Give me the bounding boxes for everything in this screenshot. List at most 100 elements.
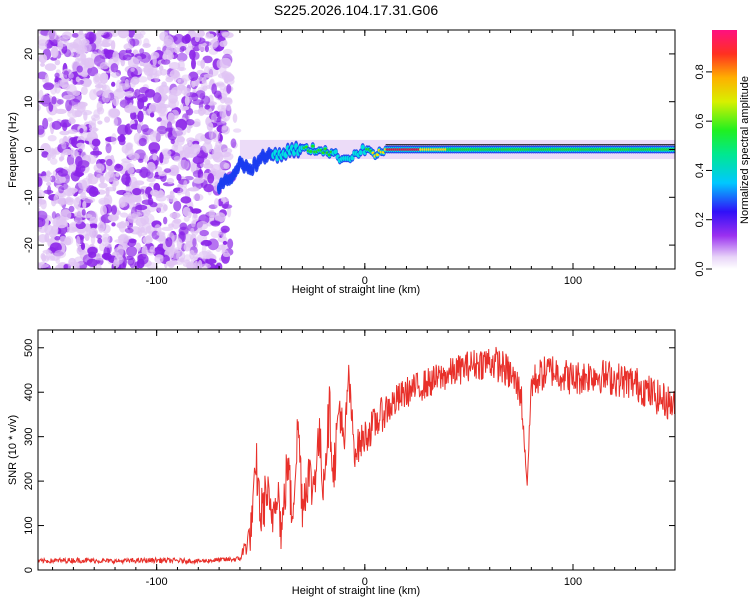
heatmap-noise-blob [183, 216, 190, 222]
heatmap-noise-blob [187, 141, 192, 147]
heatmap-noise-blob [222, 252, 231, 257]
heatmap-noise-blob [232, 113, 238, 123]
x-tick-label: 0 [362, 275, 368, 287]
heatmap-noise-blob [190, 208, 202, 214]
heatmap-noise-blob [115, 79, 122, 91]
spectrogram-x-ticks: -100 0 100 [52, 30, 657, 287]
heatmap-ridge-core [236, 166, 240, 170]
heatmap-noise-blob [149, 245, 156, 253]
heatmap-noise-blob [176, 250, 186, 262]
heatmap-noise-blob [207, 238, 219, 251]
heatmap-noise-blob [127, 56, 140, 69]
heatmap-noise-blob [75, 76, 81, 83]
heatmap-noise-blob [169, 212, 181, 219]
heatmap-noise-blob [161, 81, 167, 88]
heatmap-noise-blob [148, 103, 160, 112]
heatmap-noise-blob [225, 104, 232, 112]
heatmap-noise-blob [176, 173, 182, 181]
heatmap-noise-blob [154, 254, 164, 264]
heatmap-noise-blob [204, 104, 211, 110]
heatmap-noise-blob [196, 234, 204, 243]
heatmap-noise-blob [101, 252, 110, 260]
heatmap-noise-blob [141, 124, 149, 133]
heatmap-noise-blob [87, 66, 99, 77]
colorbar-tick-label: 0.8 [694, 64, 706, 79]
heatmap-ridge-core [333, 150, 338, 154]
heatmap-noise-blob [143, 154, 149, 163]
heatmap-noise-blob [195, 90, 206, 98]
heatmap-noise-blob [63, 264, 69, 269]
heatmap-noise-blob [113, 254, 124, 265]
heatmap-noise-blob [38, 189, 46, 200]
heatmap-noise-blob [67, 129, 78, 134]
heatmap-noise-blob [96, 173, 103, 180]
heatmap-noise-blob [206, 121, 214, 131]
heatmap-noise-blob [76, 65, 83, 73]
heatmap-noise-blob [223, 162, 230, 170]
heatmap-noise-blob [38, 263, 49, 269]
heatmap-noise-blob [97, 120, 103, 125]
heatmap-ridge-core [308, 150, 313, 153]
heatmap-noise-blob [176, 136, 185, 143]
heatmap-noise-blob [192, 170, 204, 178]
heatmap-ridge-core [358, 151, 363, 154]
heatmap-noise-blob [90, 150, 103, 156]
heatmap-noise-blob [182, 106, 190, 111]
heatmap-noise-blob [162, 149, 172, 157]
heatmap-ridge-core [283, 153, 288, 157]
heatmap-noise-blob [87, 153, 97, 165]
heatmap-noise-blob [219, 107, 226, 119]
heatmap-noise-blob [208, 209, 215, 218]
heatmap-noise-blob [59, 130, 70, 136]
heatmap-noise-blob [44, 255, 50, 262]
heatmap-noise-blob [117, 30, 130, 39]
heatmap-noise-blob [179, 186, 188, 195]
heatmap-noise-blob [142, 62, 152, 68]
heatmap-noise-blob [90, 223, 97, 228]
heatmap-noise-blob [115, 172, 120, 177]
heatmap-noise-blob [64, 235, 74, 246]
heatmap-noise-blob [127, 258, 135, 266]
heatmap-noise-blob [192, 140, 200, 146]
heatmap-noise-blob [83, 196, 96, 204]
y-tick-label: -10 [23, 189, 35, 205]
heatmap-ridge-core [375, 153, 380, 157]
heatmap-noise-blob [99, 158, 106, 164]
heatmap-ridge-core [350, 156, 355, 160]
snr-plot-area [38, 330, 675, 570]
heatmap-noise-blob [144, 88, 156, 98]
heatmap-noise-blob [173, 200, 182, 212]
heatmap-noise-blob [173, 155, 181, 162]
heatmap-noise-blob [211, 112, 218, 123]
heatmap-noise-blob [80, 52, 87, 62]
heatmap-noise-blob [182, 206, 191, 217]
heatmap-noise-blob [162, 53, 167, 60]
colorbar-tick-label: 0.6 [694, 114, 706, 129]
heatmap-noise-blob [189, 49, 196, 60]
heatmap-noise-blob [96, 101, 103, 112]
heatmap-noise-blob [172, 165, 178, 173]
heatmap-noise-blob [134, 180, 145, 186]
heatmap-noise-blob [66, 42, 74, 51]
heatmap-noise-blob [196, 30, 205, 38]
snr-panel: -100 0 100 0 100 200 300 400 500 Height of stra… [7, 329, 676, 597]
heatmap-noise-blob [165, 260, 175, 267]
heatmap-noise-blob [89, 216, 98, 225]
heatmap-noise-blob [74, 109, 83, 118]
heatmap-noise-blob [137, 195, 142, 200]
heatmap-noise-blob [112, 179, 117, 192]
heatmap-noise-blob [162, 204, 168, 212]
heatmap-noise-blob [184, 259, 190, 264]
heatmap-noise-blob [54, 249, 67, 259]
heatmap-noise-blob [202, 141, 213, 154]
heatmap-noise-blob [57, 191, 65, 198]
heatmap-noise-blob [122, 54, 132, 61]
heatmap-noise-blob [101, 233, 111, 243]
heatmap-noise-blob [40, 199, 47, 210]
heatmap-noise-blob [220, 197, 229, 203]
heatmap-noise-blob [87, 173, 93, 178]
heatmap-noise-blob [146, 262, 158, 269]
heatmap-noise-blob [124, 227, 134, 234]
y-tick-label: 20 [23, 48, 35, 60]
heatmap-noise-blob [131, 211, 143, 219]
